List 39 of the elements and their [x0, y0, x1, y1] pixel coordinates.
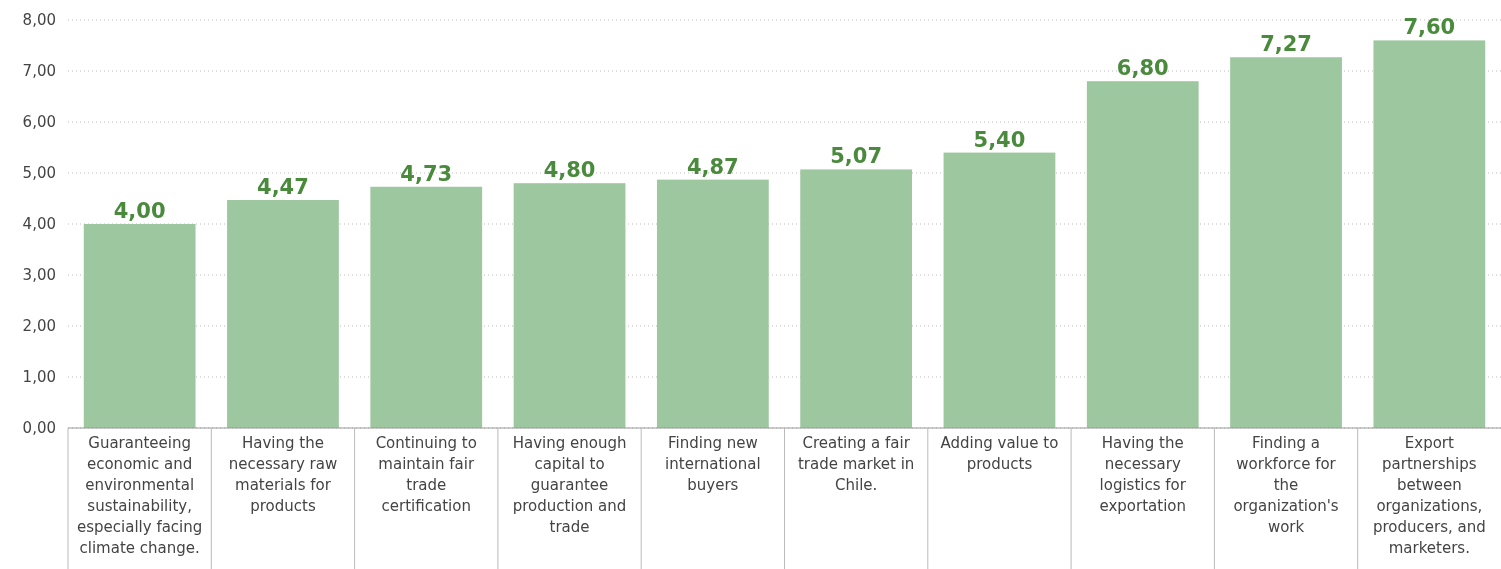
data-label: 4,80 [543, 158, 596, 183]
x-tick-label: Having the necessary logistics for exportation [1099, 434, 1187, 515]
data-label: 5,07 [830, 144, 883, 169]
y-tick-label: 7,00 [22, 62, 56, 81]
y-tick-label: 5,00 [22, 164, 56, 183]
x-tick-label: Finding new international buyers [665, 434, 761, 494]
data-label: 7,27 [1260, 32, 1312, 57]
bar [943, 152, 1056, 428]
bar [800, 169, 913, 428]
bar [1086, 81, 1199, 428]
y-tick-label: 6,00 [22, 113, 56, 132]
bar [227, 200, 339, 428]
bar [656, 179, 769, 428]
y-tick-label: 2,00 [22, 317, 56, 336]
y-tick-label: 1,00 [22, 368, 56, 387]
bar [1230, 57, 1342, 428]
data-label: 4,47 [257, 175, 309, 200]
bar [83, 224, 196, 428]
x-tick-label: Creating a fair trade market in Chile. [797, 434, 915, 494]
y-tick-label: 0,00 [22, 419, 56, 438]
x-tick-label: Adding value to products [940, 434, 1059, 473]
y-tick-label: 8,00 [22, 11, 56, 30]
x-tick-label: Guaranteeing economic and environmental sustainability, especially facing climate change. [77, 434, 203, 557]
data-label: 7,60 [1403, 15, 1456, 40]
bar [1373, 40, 1486, 428]
bar [513, 183, 626, 428]
x-tick-label: Finding a workforce for the organization's work [1233, 434, 1339, 536]
x-tick-label: Continuing to maintain fair trade certification [375, 434, 477, 515]
data-label: 5,40 [973, 127, 1026, 152]
data-label: 4,00 [113, 199, 166, 223]
data-label: 6,80 [1116, 56, 1169, 81]
x-tick-label: Having the necessary raw materials for products [228, 434, 338, 515]
y-tick-label: 3,00 [22, 266, 56, 285]
x-tick-label: Having enough capital to guarantee production and trade [512, 434, 627, 536]
y-tick-label: 4,00 [22, 215, 56, 234]
bar [370, 186, 483, 428]
x-tick-label: Export partnerships between organizations, producers, and marketers. [1372, 434, 1486, 557]
data-label: 4,73 [400, 161, 453, 186]
data-label: 4,87 [686, 154, 739, 179]
